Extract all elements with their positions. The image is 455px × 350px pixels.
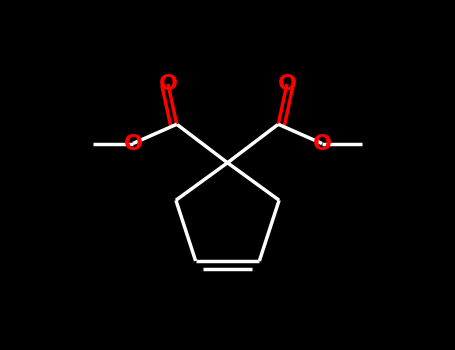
Text: O: O [313,133,332,154]
Text: O: O [158,74,177,94]
Text: O: O [278,74,297,94]
Text: O: O [123,133,142,154]
